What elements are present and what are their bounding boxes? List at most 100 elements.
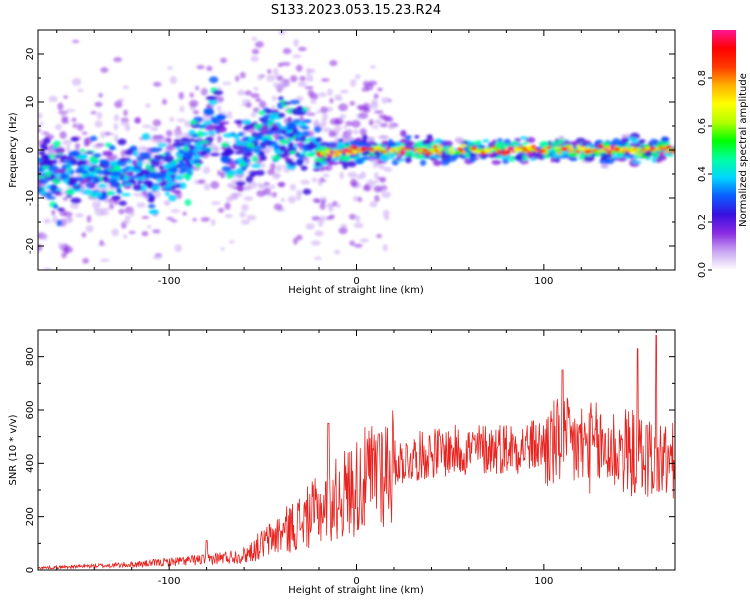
spectrogram-ridge-blob — [297, 154, 306, 159]
spectrogram-ridge-blob — [166, 168, 178, 172]
spectrogram-ridge-blob — [288, 132, 295, 138]
spectrogram-ridge-blob — [178, 159, 185, 164]
spectrogram-ridge-blob — [394, 157, 402, 161]
spectrogram-ridge-blob — [94, 167, 102, 171]
spectrogram-ridge-blob — [87, 167, 97, 172]
spectrogram-ridge-blob — [277, 112, 286, 118]
spectrogram-noise-blob — [189, 92, 194, 98]
spectrogram-noise-blob — [338, 103, 348, 112]
spectrogram-core-blob — [587, 146, 591, 150]
spectrogram-noise-blob — [383, 216, 390, 220]
spectrogram-noise-blob — [311, 177, 318, 183]
spectrogram-noise-blob — [363, 80, 369, 88]
spectrogram-noise-blob — [81, 131, 88, 135]
spectrogram-core-blob — [343, 148, 349, 153]
spectrogram-core-blob — [396, 151, 401, 156]
spectrogram-ridge-blob — [205, 136, 214, 143]
spectrogram-ytick-label: 10 — [25, 96, 36, 109]
spectrogram-core-blob — [615, 147, 620, 152]
spectrogram-ridge-blob — [168, 194, 177, 202]
spectrogram-core-blob — [568, 149, 574, 154]
spectrogram-ridge-blob — [469, 152, 477, 157]
spectrogram-core-blob — [384, 150, 388, 154]
spectrogram-noise-blob — [128, 230, 136, 234]
spectrogram-core-blob — [454, 151, 462, 155]
spectrogram-ridge-blob — [92, 178, 100, 184]
spectrogram-ridge-blob — [289, 150, 297, 155]
spectrogram-noise-blob — [165, 199, 171, 207]
spectrogram-ridge-blob — [69, 158, 78, 166]
spectrogram-core-blob — [661, 147, 668, 151]
spectrogram-ridge-blob — [220, 151, 231, 157]
spectrogram-ridge-blob — [52, 178, 61, 185]
spectrogram-noise-blob — [152, 119, 162, 127]
spectrogram-noise-blob — [99, 239, 104, 246]
spectrogram-ridge-blob — [273, 130, 284, 135]
spectrogram-noise-blob — [250, 55, 259, 62]
spectrogram-noise-blob — [255, 98, 262, 102]
spectrogram-noise-blob — [310, 240, 321, 246]
spectrogram-ridge-blob — [157, 142, 168, 148]
spectrogram-ridge-blob — [254, 135, 263, 141]
spectrogram-core-blob — [575, 144, 582, 148]
spectrogram-noise-blob — [304, 160, 309, 165]
snr-ylabel: SNR (10 * v/v) — [8, 414, 19, 485]
spectrogram-noise-blob — [162, 98, 168, 105]
spectrogram-core-blob — [607, 151, 612, 155]
spectrogram-ridge-blob — [127, 179, 137, 184]
spectrogram-ridge-blob — [300, 126, 310, 130]
spectrogram-ridge-blob — [314, 161, 321, 167]
snr-xtick-label: -100 — [158, 576, 181, 587]
spectrogram-core-blob — [484, 149, 491, 154]
spectrogram-noise-blob — [239, 71, 246, 79]
spectrogram-ridge-blob — [91, 190, 103, 198]
spectrogram-noise-blob — [352, 129, 359, 135]
spectrogram-noise-blob — [152, 190, 161, 198]
spectrogram-ridge-blob — [238, 162, 247, 167]
colorbar-tick-label: 0.8 — [697, 70, 708, 86]
spectrogram-ridge-blob — [630, 139, 640, 144]
spectrogram-noise-blob — [362, 102, 370, 111]
spectrogram-ridge-blob — [355, 158, 364, 165]
spectrogram-ridge-blob — [655, 158, 662, 163]
spectrogram-ridge-blob — [389, 154, 395, 160]
spectrogram-ytick-label: 20 — [25, 48, 36, 61]
snr-ytick-label: 200 — [25, 507, 36, 526]
spectrogram-core-blob — [438, 143, 443, 148]
spectrogram-noise-blob — [235, 75, 240, 82]
spectrogram-noise-blob — [350, 181, 359, 187]
snr-ytick-label: 400 — [25, 454, 36, 473]
spectrogram-noise-blob — [206, 103, 211, 109]
spectrogram-noise-blob — [282, 48, 292, 55]
spectrogram-noise-blob — [226, 111, 233, 119]
spectrogram-core-blob — [596, 149, 603, 153]
spectrogram-noise-blob — [49, 151, 58, 155]
spectrogram-ridge-blob — [416, 153, 424, 158]
spectrogram-ridge-blob — [662, 141, 671, 146]
spectrogram-ridge-blob — [124, 149, 134, 156]
spectrogram-ridge-blob — [49, 186, 56, 193]
spectrogram-ridge-blob — [432, 160, 442, 166]
spectrogram-noise-blob — [329, 60, 338, 67]
spectrogram-ridge-blob — [46, 196, 56, 200]
spectrogram-noise-blob — [122, 234, 128, 239]
spectrogram-ridge-blob — [306, 142, 318, 150]
spectrogram-core-blob — [584, 149, 592, 155]
spectrogram-ridge-blob — [631, 160, 642, 164]
spectrogram-noise-blob — [66, 144, 71, 153]
spectrogram-noise-blob — [210, 201, 221, 205]
colorbar-tick-label: 0.6 — [697, 118, 708, 134]
spectrogram-noise-blob — [374, 119, 382, 125]
spectrogram-ridge-blob — [258, 150, 265, 156]
spectrogram-noise-blob — [312, 197, 320, 204]
spectrogram-ridge-blob — [294, 111, 306, 116]
spectrogram-ridge-blob — [271, 154, 281, 161]
spectrogram-noise-blob — [66, 108, 76, 113]
spectrogram-ridge-blob — [405, 141, 415, 146]
spectrogram-noise-blob — [176, 118, 186, 123]
spectrogram-ridge-blob — [413, 142, 422, 150]
spectrogram-ridge-blob — [212, 90, 224, 96]
spectrogram-core-blob — [459, 143, 467, 148]
spectrogram-noise-blob — [372, 161, 379, 169]
spectrogram-noise-blob — [369, 158, 376, 162]
